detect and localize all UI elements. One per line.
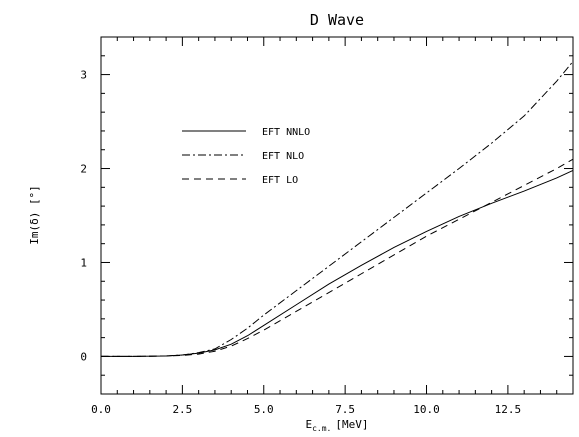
x-axis-label: Ec.m. [MeV] <box>305 418 368 433</box>
plot-frame <box>100 36 574 395</box>
legend-label-nnlo: EFT NNLO <box>262 127 310 138</box>
legend-label-lo: EFT LO <box>262 175 298 186</box>
y-tick-label: 1 <box>80 256 87 269</box>
series-line-lo <box>101 158 574 357</box>
series-line-nlo <box>101 61 574 357</box>
series-line-nnlo <box>101 169 574 357</box>
y-tick-label: 3 <box>80 69 87 82</box>
x-axis-label-subscript: c.m. <box>312 424 331 433</box>
x-tick-label: 0.0 <box>91 403 111 416</box>
legend: EFT NNLO EFT NLO EFT LO <box>182 127 310 186</box>
x-tick-label: 12.5 <box>495 403 522 416</box>
x-axis-ticks: 0.0 2.5 5.0 7.5 10.0 12.5 <box>91 37 558 416</box>
chart-title: D Wave <box>310 11 364 29</box>
x-axis-label-main: E <box>305 418 312 431</box>
x-tick-label: 7.5 <box>335 403 355 416</box>
y-tick-label: 2 <box>80 163 87 176</box>
legend-label-nlo: EFT NLO <box>262 151 304 162</box>
y-tick-label: 0 <box>80 350 87 363</box>
series-lines <box>101 61 574 357</box>
x-tick-label: 5.0 <box>254 403 274 416</box>
y-axis-ticks: 0 1 2 3 <box>80 55 573 376</box>
x-tick-label: 10.0 <box>413 403 440 416</box>
x-tick-label: 2.5 <box>172 403 192 416</box>
y-axis-label: Im(δ) [°] <box>28 185 41 245</box>
x-axis-label-unit: [MeV] <box>335 418 368 431</box>
